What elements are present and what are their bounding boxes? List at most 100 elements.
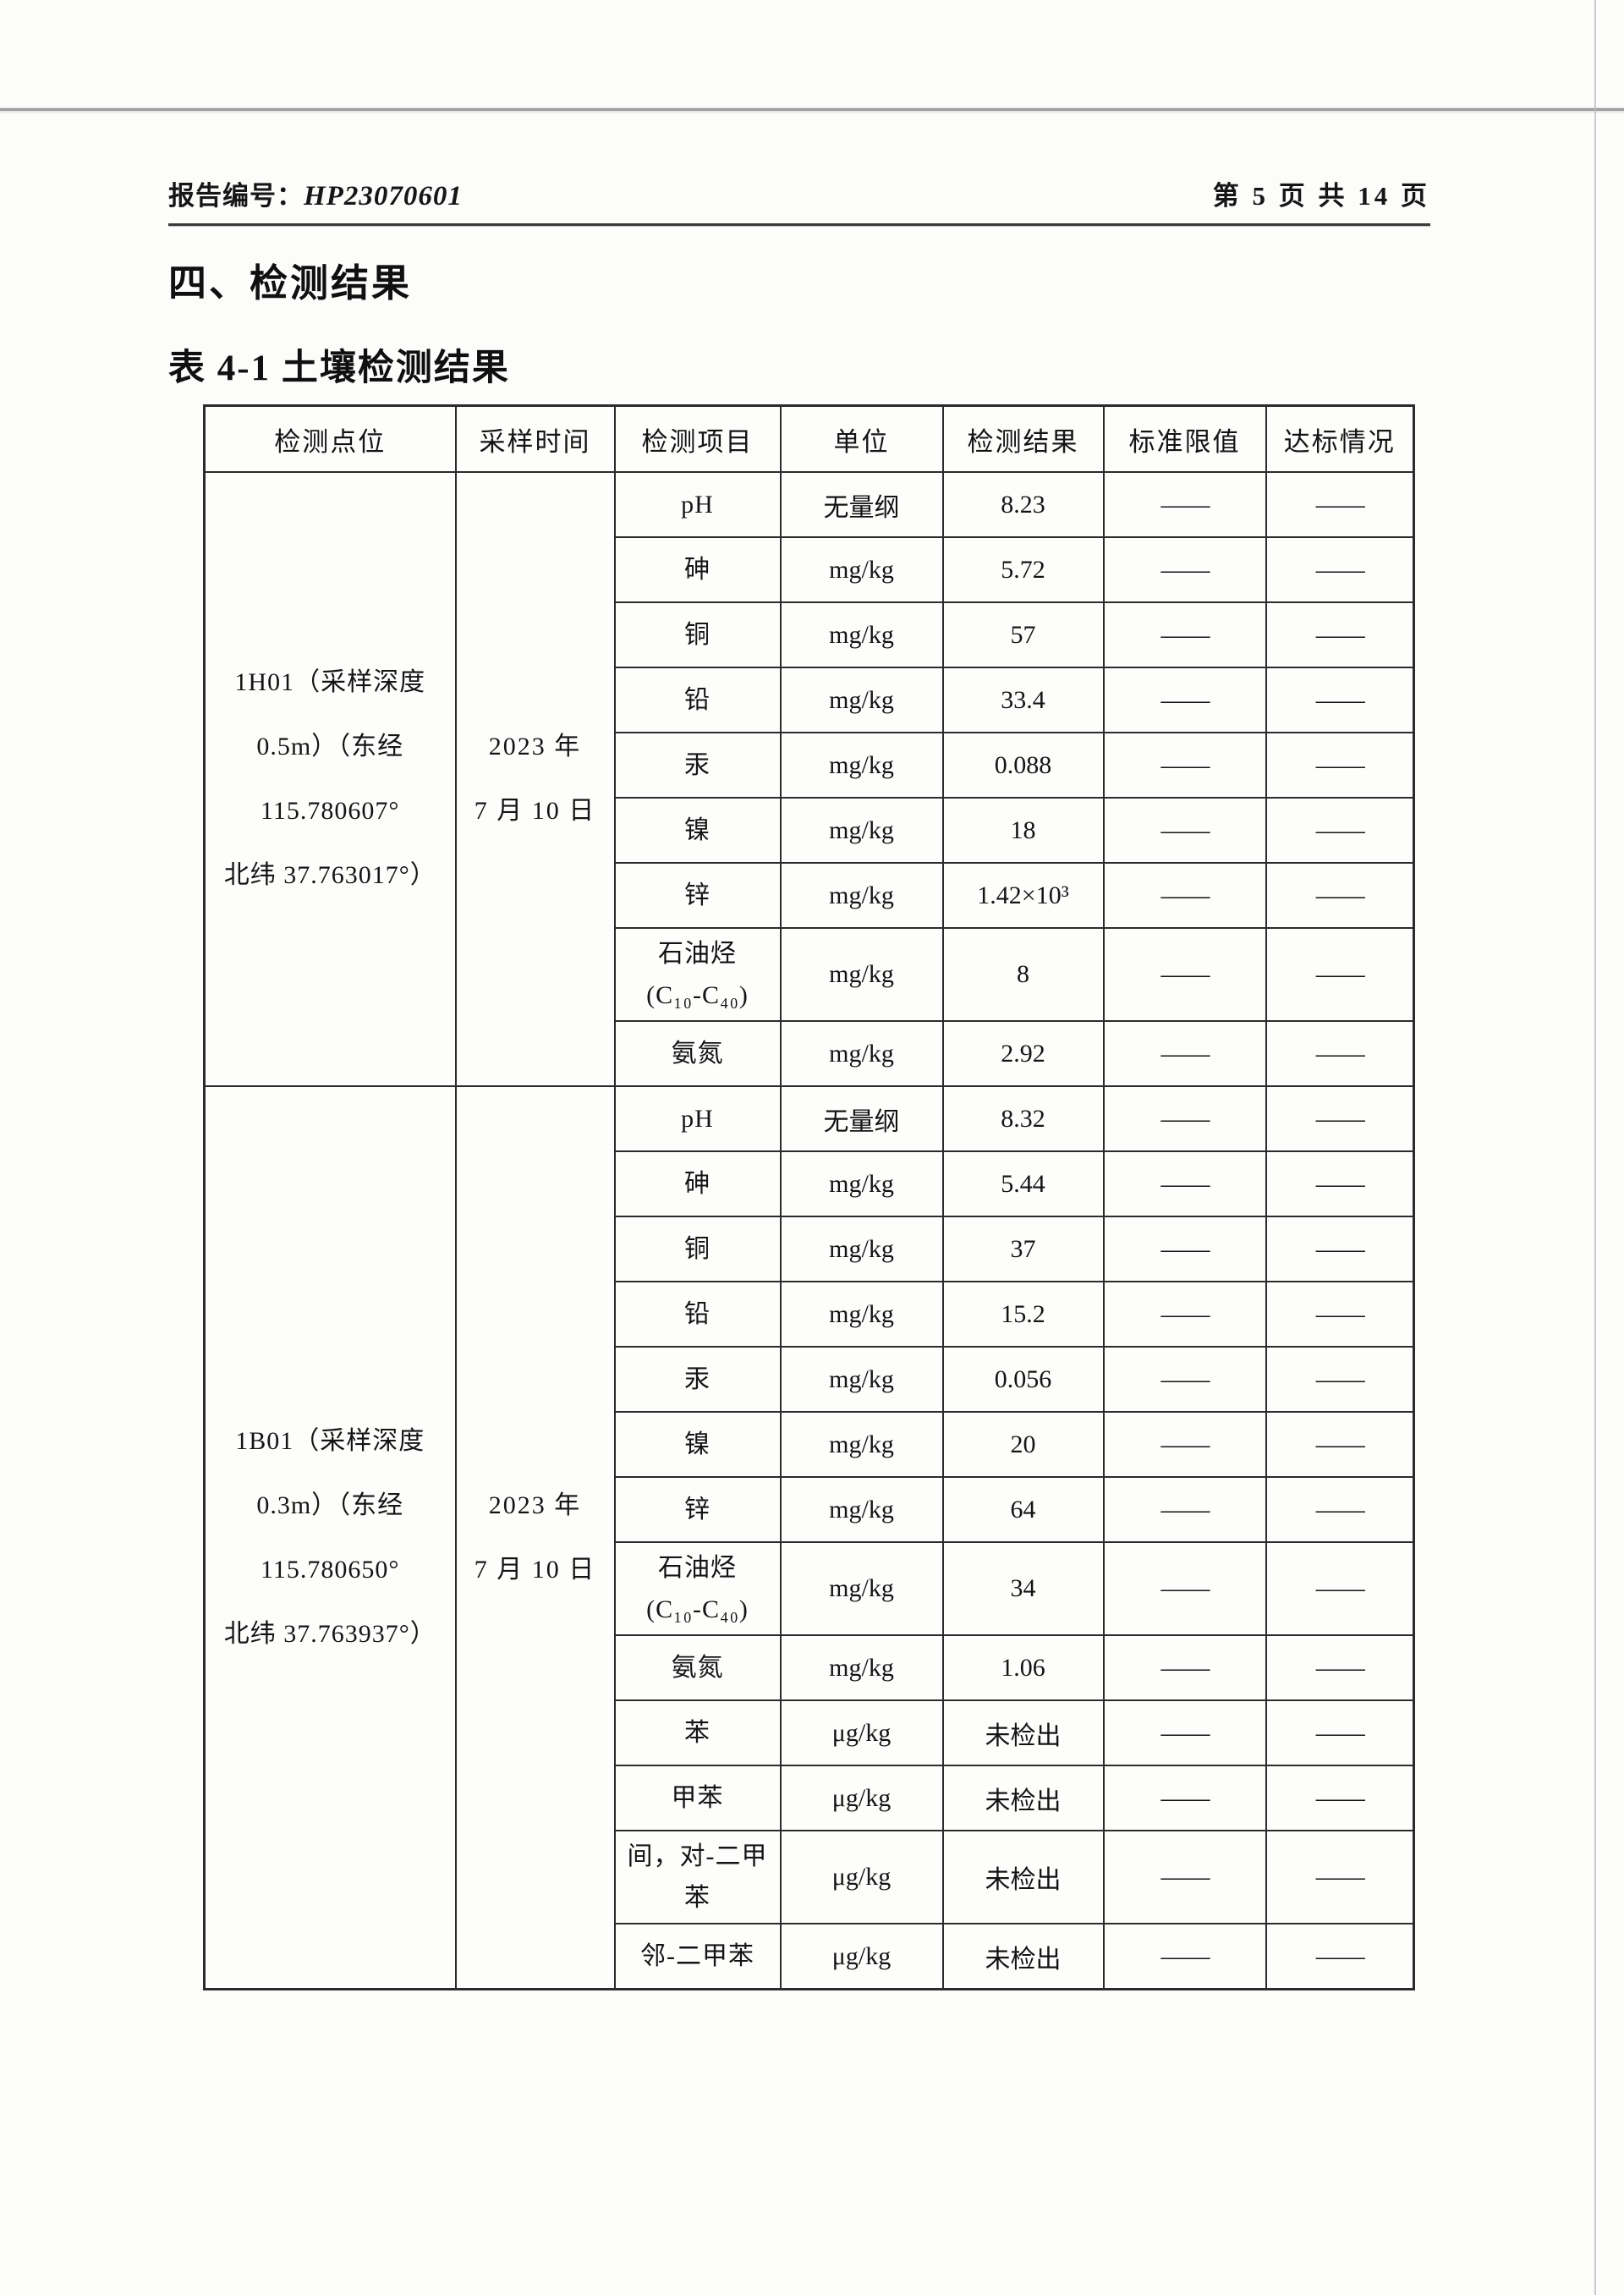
result-cell: 未检出 <box>941 1923 1105 1990</box>
table-row: 甲苯 μg/kg 未检出 —— —— <box>205 1765 1415 1831</box>
item-cell: 铅 <box>613 1281 782 1348</box>
table-row: 汞 mg/kg 0.088 —— —— <box>205 732 1415 799</box>
limit-cell: —— <box>1102 601 1267 668</box>
limit-cell: —— <box>1102 471 1267 538</box>
page-header: 报告编号：HP23070601 第 5 页 共 14 页 <box>168 174 1430 212</box>
result-cell: 57 <box>941 601 1105 668</box>
item-cell: 锌 <box>613 862 782 929</box>
unit-cell: 无量纲 <box>779 471 944 538</box>
unit-cell: μg/kg <box>779 1923 944 1990</box>
sample-point-cell: 1H01（采样深度 0.5m）（东经 115.780607° 北纬 37.763… <box>203 471 457 1087</box>
limit-cell: —— <box>1102 1699 1267 1766</box>
table-row: 间，对-二甲 苯 μg/kg 未检出 —— —— <box>205 1830 1415 1924</box>
result-cell: 5.44 <box>941 1150 1105 1217</box>
limit-cell: —— <box>1102 536 1267 603</box>
page-count: 第 5 页 共 14 页 <box>1212 181 1430 211</box>
column-header-5: 标准限值 <box>1102 404 1267 473</box>
column-header-3: 单位 <box>779 404 944 473</box>
limit-cell: —— <box>1102 1765 1267 1831</box>
table-row: 锌 mg/kg 64 —— —— <box>205 1476 1415 1543</box>
status-cell: —— <box>1265 862 1415 929</box>
results-table: 检测点位 采样时间 检测项目 单位 检测结果 标准限值 达标情况 1H01（采样深度 0.5… <box>203 404 1415 1990</box>
limit-cell: —— <box>1102 1281 1267 1348</box>
unit-cell: μg/kg <box>779 1765 944 1831</box>
status-cell: —— <box>1265 601 1415 668</box>
item-cell: pH <box>613 471 782 538</box>
status-cell: —— <box>1265 1923 1415 1990</box>
table-row: 镍 mg/kg 18 —— —— <box>205 797 1415 864</box>
item-cell: 铜 <box>613 1216 782 1282</box>
item-cell: 石油烃 (C₁₀-C₄₀) <box>613 927 782 1022</box>
result-cell: 未检出 <box>941 1830 1105 1924</box>
limit-cell: —— <box>1102 1216 1267 1282</box>
limit-cell: —— <box>1102 1411 1267 1478</box>
limit-cell: —— <box>1102 1085 1267 1152</box>
result-cell: 2.92 <box>941 1020 1105 1087</box>
status-cell: —— <box>1265 1216 1415 1282</box>
limit-cell: —— <box>1102 732 1267 799</box>
table-row: 铅 mg/kg 15.2 —— —— <box>205 1281 1415 1348</box>
table-row: 锌 mg/kg 1.42×10³ —— —— <box>205 862 1415 929</box>
unit-cell: mg/kg <box>779 862 944 929</box>
column-header-4: 检测结果 <box>941 404 1105 473</box>
unit-cell: mg/kg <box>779 1541 944 1636</box>
table-row: 镍 mg/kg 20 —— —— <box>205 1411 1415 1478</box>
unit-cell: mg/kg <box>779 1634 944 1701</box>
unit-cell: mg/kg <box>779 1476 944 1543</box>
result-cell: 8 <box>941 927 1105 1022</box>
unit-cell: mg/kg <box>779 1281 944 1348</box>
table-row: 氨氮 mg/kg 2.92 —— —— <box>205 1020 1415 1087</box>
result-cell: 18 <box>941 797 1105 864</box>
result-cell: 0.056 <box>941 1346 1105 1413</box>
table-row: 石油烃 (C₁₀-C₄₀) mg/kg 8 —— —— <box>205 927 1415 1022</box>
item-cell: 邻-二甲苯 <box>613 1923 782 1990</box>
item-cell: 锌 <box>613 1476 782 1543</box>
limit-cell: —— <box>1102 1346 1267 1413</box>
result-cell: 1.06 <box>941 1634 1105 1701</box>
item-cell: 镍 <box>613 797 782 864</box>
column-header-6: 达标情况 <box>1265 404 1415 473</box>
status-cell: —— <box>1265 1541 1415 1636</box>
status-cell: —— <box>1265 1085 1415 1152</box>
status-cell: —— <box>1265 1765 1415 1831</box>
result-cell: 5.72 <box>941 536 1105 603</box>
status-cell: —— <box>1265 471 1415 538</box>
scan-edge-line-right <box>1594 0 1596 2295</box>
result-cell: 未检出 <box>941 1765 1105 1831</box>
table-header-row: 检测点位 采样时间 检测项目 单位 检测结果 标准限值 达标情况 <box>203 404 1415 473</box>
scan-edge-line-top <box>0 108 1624 111</box>
item-cell: 镍 <box>613 1411 782 1478</box>
result-cell: 37 <box>941 1216 1105 1282</box>
item-cell: 砷 <box>613 536 782 603</box>
unit-cell: 无量纲 <box>779 1085 944 1152</box>
table-row: 1B01（采样深度 0.3m）（东经 115.780650° 北纬 37.763… <box>203 1085 1415 1990</box>
item-cell: 氨氮 <box>613 1634 782 1701</box>
unit-cell: μg/kg <box>779 1699 944 1766</box>
result-cell: 64 <box>941 1476 1105 1543</box>
unit-cell: mg/kg <box>779 1346 944 1413</box>
table-body: 1H01（采样深度 0.5m）（东经 115.780607° 北纬 37.763… <box>203 471 1415 1990</box>
limit-cell: —— <box>1102 1634 1267 1701</box>
item-cell: 铅 <box>613 667 782 733</box>
status-cell: —— <box>1265 927 1415 1022</box>
table-row: 苯 μg/kg 未检出 —— —— <box>205 1699 1415 1766</box>
report-number-label: 报告编号： <box>168 181 304 211</box>
item-cell: 砷 <box>613 1150 782 1217</box>
table-row: 铜 mg/kg 57 —— —— <box>205 601 1415 668</box>
limit-cell: —— <box>1102 1476 1267 1543</box>
table-row: 砷 mg/kg 5.72 —— —— <box>205 536 1415 603</box>
unit-cell: mg/kg <box>779 797 944 864</box>
sample-time-cell: 2023 年 7 月 10 日 <box>454 1085 616 1990</box>
table-row: 1H01（采样深度 0.5m）（东经 115.780607° 北纬 37.763… <box>203 471 1415 1087</box>
section-title: 四、检测结果 <box>168 262 413 305</box>
table-row: 铅 mg/kg 33.4 —— —— <box>205 667 1415 733</box>
result-cell: 20 <box>941 1411 1105 1478</box>
status-cell: —— <box>1265 536 1415 603</box>
status-cell: —— <box>1265 1281 1415 1348</box>
limit-cell: —— <box>1102 1150 1267 1217</box>
unit-cell: mg/kg <box>779 1216 944 1282</box>
table-row: 铜 mg/kg 37 —— —— <box>205 1216 1415 1282</box>
table-row: 石油烃 (C₁₀-C₄₀) mg/kg 34 —— —— <box>205 1541 1415 1636</box>
status-cell: —— <box>1265 1020 1415 1087</box>
